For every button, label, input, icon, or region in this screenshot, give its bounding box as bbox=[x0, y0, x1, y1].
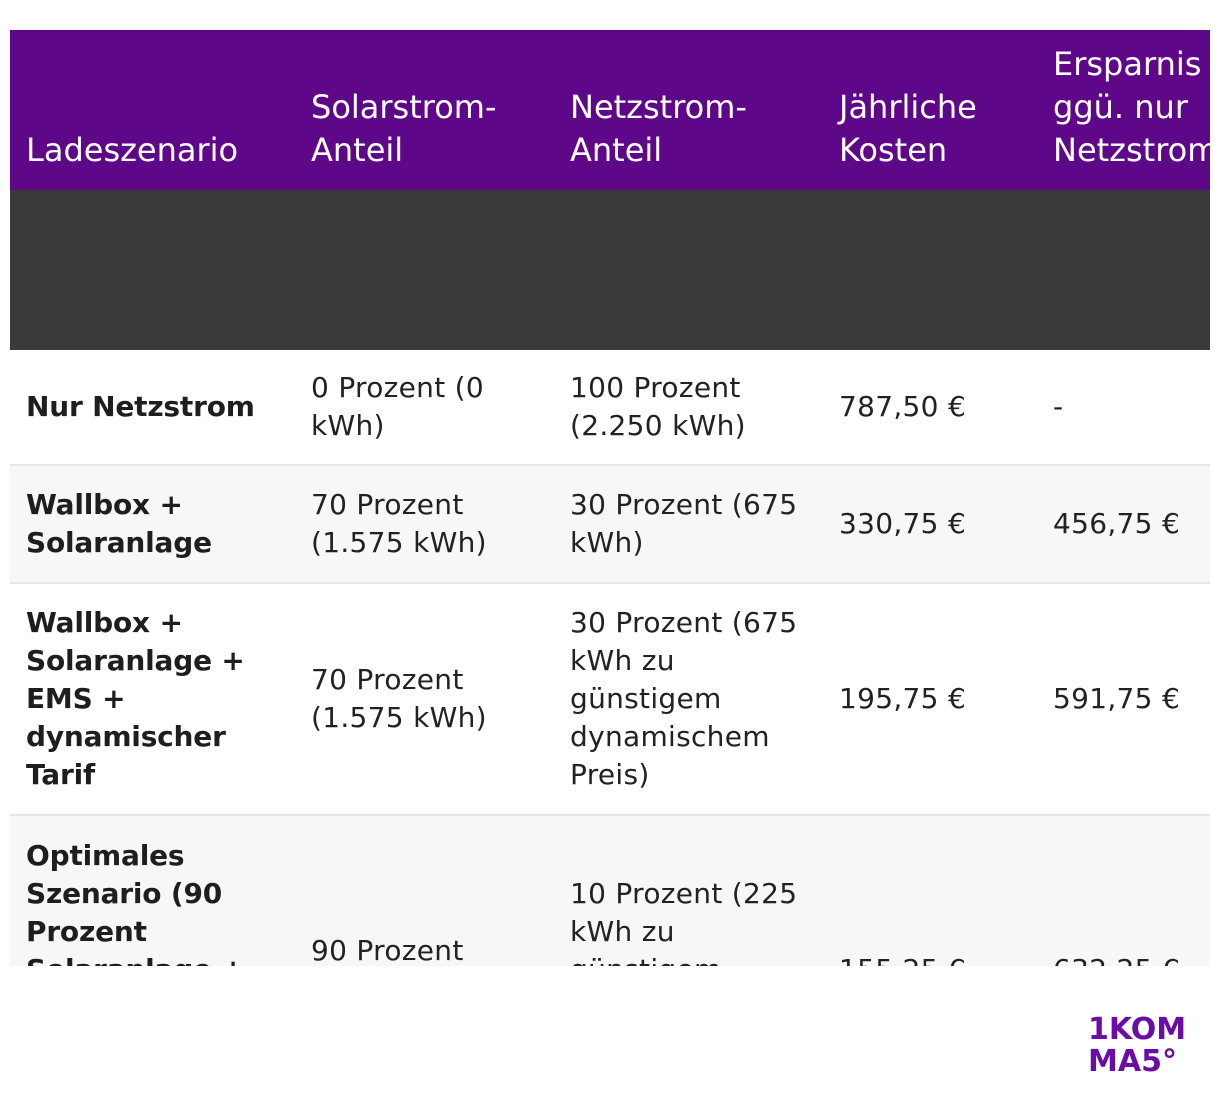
cell-grid-share: 30 Prozent (675 kWh zu günstigem dynamis… bbox=[570, 606, 798, 791]
cell-savings: - bbox=[1053, 390, 1064, 423]
table-row: Nur Netzstrom 0 Prozent (0 kWh) 100 Proz… bbox=[10, 350, 1210, 465]
comparison-table-container: Ladeszenario Solarstrom-Anteil Netzstrom… bbox=[10, 30, 1210, 966]
logo-line-1: 1KOM bbox=[1088, 1012, 1187, 1047]
logo-line-2: MA5° bbox=[1088, 1044, 1177, 1079]
brand-logo: 1KOM MA5° bbox=[1088, 1014, 1200, 1078]
cell-scenario: Optimales Szenario (90 Prozent Solaranla… bbox=[26, 838, 245, 967]
cell-solar-share: 70 Prozent (1.575 kWh) bbox=[311, 663, 487, 734]
table-row: Wallbox + Solaranlage 70 Prozent (1.575 … bbox=[10, 465, 1210, 583]
table-header-row: Ladeszenario Solarstrom-Anteil Netzstrom… bbox=[10, 30, 1210, 190]
table-row: Wallbox + Solaranlage + EMS + dynamische… bbox=[10, 583, 1210, 815]
charging-scenario-table: Ladeszenario Solarstrom-Anteil Netzstrom… bbox=[10, 30, 1210, 966]
cell-savings: 591,75 € bbox=[1053, 682, 1181, 715]
header-jaehrliche-kosten: Jährliche Kosten bbox=[839, 88, 977, 169]
cell-grid-share: 30 Prozent (675 kWh) bbox=[570, 488, 798, 559]
header-netzstrom-anteil: Netzstrom-Anteil bbox=[570, 88, 747, 169]
header-solarstrom-anteil: Solarstrom-Anteil bbox=[311, 88, 497, 169]
cell-scenario: Wallbox + Solaranlage bbox=[26, 488, 212, 559]
cell-scenario: Nur Netzstrom bbox=[26, 390, 255, 423]
header-divider-line bbox=[10, 190, 1210, 350]
table-row: Optimales Szenario (90 Prozent Solaranla… bbox=[10, 815, 1210, 966]
cell-annual-cost: 330,75 € bbox=[839, 507, 967, 540]
cell-savings: 632,25 € bbox=[1037, 815, 1210, 967]
cell-annual-cost: 195,75 € bbox=[839, 682, 967, 715]
cell-annual-cost: 155,25 € bbox=[823, 815, 1037, 967]
cell-grid-share: 10 Prozent (225 kWh zu günstigem dynamis… bbox=[570, 876, 798, 967]
header-divider bbox=[10, 190, 1210, 350]
cell-solar-share: 70 Prozent (1.575 kWh) bbox=[311, 488, 487, 559]
cell-solar-share: 0 Prozent (0 kWh) bbox=[311, 371, 485, 442]
cell-scenario: Wallbox + Solaranlage + EMS + dynamische… bbox=[26, 606, 245, 791]
cell-solar-share: 90 Prozent (2.025 kWh) bbox=[311, 933, 464, 967]
header-ersparnis: Ersparnis ggü. nur Netzstrom bbox=[1053, 45, 1210, 169]
cell-grid-share: 100 Prozent (2.250 kWh) bbox=[570, 371, 746, 442]
header-ladeszenario: Ladeszenario bbox=[26, 131, 239, 169]
cell-annual-cost: 787,50 € bbox=[839, 390, 967, 423]
cell-savings: 456,75 € bbox=[1053, 507, 1181, 540]
